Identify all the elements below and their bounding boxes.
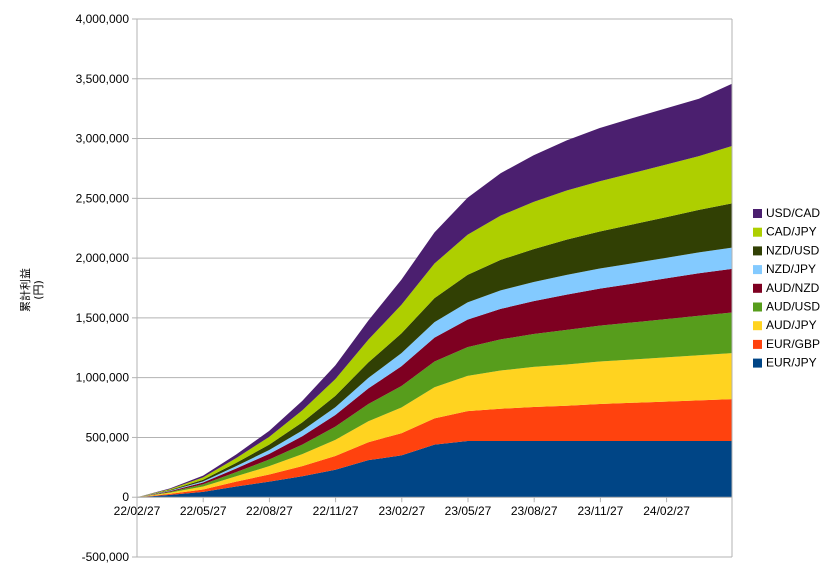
x-tick-label-1: 22/05/27	[180, 504, 227, 518]
x-tick-label-5: 23/05/27	[445, 504, 492, 518]
area-usd-cad	[137, 83, 732, 498]
y-tick-labels: -500,000 0 500,000 1,000,000 1,500,000 2,000,…	[76, 12, 130, 564]
y-tick-label-1: 0	[122, 490, 129, 504]
area-aud-jpy	[137, 353, 732, 498]
x-tick-labels: 22/02/27 22/05/27 22/08/27 22/11/27 23/02/27…	[114, 504, 691, 518]
y-axis-label: 累計利益 (円)	[18, 268, 45, 312]
legend-label-eur-jpy: EUR/JPY	[766, 356, 817, 370]
y-axis-label-line-2: (円)	[32, 280, 45, 300]
x-tick-label-3: 22/11/27	[313, 504, 359, 518]
area-nzd-usd	[137, 203, 732, 498]
y-tick-label-2: 500,000	[86, 430, 130, 444]
y-tick-label-3: 1,000,000	[76, 371, 130, 385]
y-axis-label-line-1: 累計利益	[18, 268, 32, 312]
legend-swatch-cad-jpy	[753, 227, 762, 237]
legend-label-nzd-usd: NZD/USD	[766, 243, 820, 257]
area-cad-jpy	[137, 145, 732, 498]
legend-swatch-eur-gbp	[753, 339, 762, 349]
legend-label-aud-nzd: AUD/NZD	[766, 281, 820, 295]
legend-label-cad-jpy: CAD/JPY	[766, 225, 817, 239]
legend-label-usd-cad: USD/CAD	[766, 206, 820, 220]
legend-label-nzd-jpy: NZD/JPY	[766, 262, 816, 276]
legend-swatch-aud-jpy	[753, 321, 762, 331]
legend-swatch-nzd-jpy	[753, 265, 762, 275]
legend-swatch-aud-usd	[753, 302, 762, 312]
x-tick-label-6: 23/08/27	[511, 504, 558, 518]
area-nzd-jpy	[137, 247, 732, 498]
legend-label-aud-jpy: AUD/JPY	[766, 318, 817, 332]
x-tick-label-8: 24/02/27	[643, 504, 690, 518]
axes	[132, 18, 733, 558]
area-eur-gbp	[137, 399, 732, 498]
y-tick-label-4: 1,500,000	[76, 311, 130, 325]
area-aud-usd	[137, 312, 732, 498]
y-tick-label-5: 2,000,000	[76, 251, 130, 265]
y-tick-label-9: 4,000,000	[76, 12, 130, 26]
area-eur-jpy	[137, 441, 732, 498]
x-tick-label-4: 23/02/27	[378, 504, 425, 518]
x-tick-label-7: 23/11/27	[577, 504, 623, 518]
x-tick-label-2: 22/08/27	[246, 504, 293, 518]
area-aud-nzd	[137, 268, 732, 498]
series-areas	[137, 83, 732, 498]
y-tick-label-0: -500,000	[82, 550, 130, 564]
legend-swatch-aud-nzd	[753, 283, 762, 293]
legend-label-eur-gbp: EUR/GBP	[766, 337, 820, 351]
legend-label-aud-usd: AUD/USD	[766, 300, 820, 314]
legend-swatch-nzd-usd	[753, 246, 762, 256]
legend: USD/CAD CAD/JPY NZD/USD NZD/JPY AUD/NZD AUD/U…	[753, 206, 820, 370]
legend-swatch-usd-cad	[753, 209, 762, 218]
x-tick-label-0: 22/02/27	[114, 504, 161, 518]
y-tick-label-7: 3,000,000	[76, 132, 130, 146]
legend-swatch-eur-jpy	[753, 358, 762, 368]
y-tick-label-8: 3,500,000	[76, 72, 130, 86]
y-tick-label-6: 2,500,000	[76, 191, 130, 205]
